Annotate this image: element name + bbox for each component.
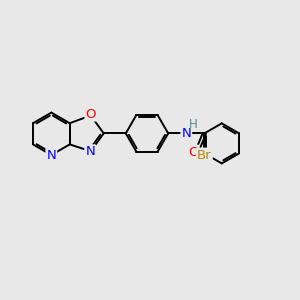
- Text: N: N: [46, 148, 56, 161]
- Text: N: N: [182, 127, 191, 140]
- Text: Br: Br: [197, 149, 212, 162]
- Text: N: N: [85, 145, 95, 158]
- Text: H: H: [188, 118, 197, 131]
- Text: O: O: [188, 146, 198, 159]
- Text: O: O: [85, 107, 96, 121]
